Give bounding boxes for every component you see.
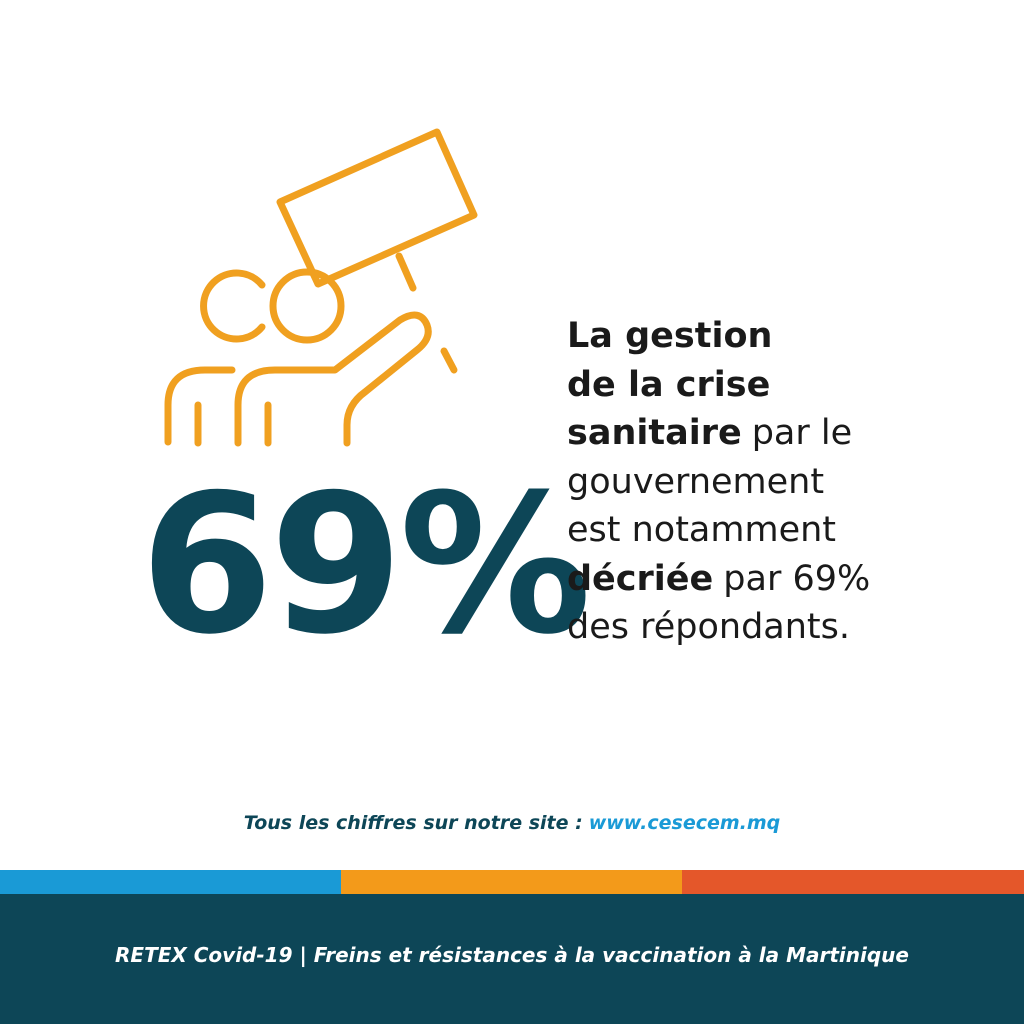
motion-line <box>440 347 458 374</box>
stripe-blue <box>0 870 342 894</box>
statement-line: des répondants. <box>567 603 870 652</box>
statement-text: par 69% <box>723 558 871 599</box>
statement-bold: La gestion <box>567 316 773 356</box>
placard <box>276 128 478 288</box>
statement-line: est notamment <box>567 506 870 555</box>
placard-handle <box>395 252 417 292</box>
statement-text: est notamment <box>567 510 837 550</box>
statement: La gestion de la crise sanitaire par le gouv… <box>567 312 870 652</box>
protest-icon <box>164 128 478 447</box>
statement-line: gouvernement <box>567 458 870 507</box>
statement-text: par le <box>751 413 853 453</box>
head-left <box>200 269 266 343</box>
statement-bold: sanitaire <box>567 413 742 453</box>
statement-bold: décriée <box>567 558 714 599</box>
statement-line: de la crise <box>567 361 870 410</box>
statement-line: sanitaire par le <box>567 409 870 458</box>
body-right <box>234 311 432 447</box>
stripe-red <box>682 870 1024 894</box>
footer-link[interactable]: www.cesecem.mq <box>588 812 781 834</box>
big-stat: 69% <box>140 454 592 677</box>
body-left <box>164 366 236 446</box>
statement-line: La gestion <box>567 312 870 361</box>
statement-text: des répondants. <box>567 607 851 647</box>
footer-text: Tous les chiffres sur notre site : <box>243 812 583 834</box>
statement-line: décriée par 69% <box>567 555 870 604</box>
footer: Tous les chiffres sur notre site : www.ce… <box>0 812 1024 834</box>
statement-bold: de la crise <box>567 364 771 405</box>
stripe-orange <box>341 870 683 894</box>
banner <box>0 894 1024 1024</box>
statement-text: gouvernement <box>567 461 825 502</box>
banner-text: RETEX Covid-19 | Freins et résistances à… <box>115 943 909 967</box>
head-right <box>269 268 345 344</box>
